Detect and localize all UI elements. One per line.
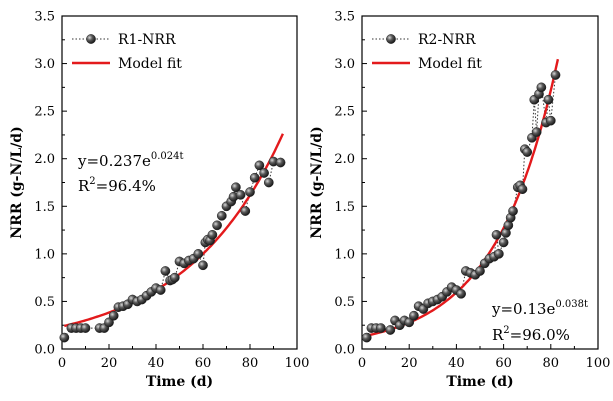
data-point xyxy=(491,229,502,240)
data-point xyxy=(231,182,241,193)
data-point xyxy=(498,237,509,248)
data-point xyxy=(212,220,222,231)
y-tick-label: 1.0 xyxy=(34,247,55,262)
data-point xyxy=(508,206,518,216)
data-point xyxy=(517,184,528,195)
data-point xyxy=(240,206,251,216)
data-point xyxy=(404,317,415,328)
data-point xyxy=(376,323,386,333)
r2-value: =96.0% xyxy=(510,326,570,344)
legend-label-points: R1-NRR xyxy=(118,32,176,48)
data-point xyxy=(494,249,504,259)
x-axis-label: Time (d) xyxy=(146,374,213,390)
equation-base: y=0.13e xyxy=(491,300,555,318)
data-point xyxy=(155,285,166,295)
x-tick-label: 100 xyxy=(285,356,310,371)
x-tick-label: 100 xyxy=(586,356,611,371)
data-point xyxy=(409,310,419,321)
data-point xyxy=(235,190,246,200)
x-tick-label: 0 xyxy=(58,356,66,371)
equation-annotation: y=0.237e0.024t xyxy=(77,151,184,170)
equation-exponent: 0.038t xyxy=(555,299,588,310)
y-tick-label: 1.5 xyxy=(334,200,355,215)
data-point xyxy=(249,172,260,183)
data-point xyxy=(536,82,547,93)
data-point xyxy=(545,115,556,126)
data-point xyxy=(254,160,265,171)
y-tick-label: 1.0 xyxy=(334,247,355,262)
r-squared-annotation: R2=96.0% xyxy=(492,325,570,344)
data-point xyxy=(522,147,533,157)
legend-label-fit: Model fit xyxy=(418,56,482,72)
equation-annotation: y=0.13e0.038t xyxy=(491,299,588,318)
x-tick-label: 80 xyxy=(242,356,259,371)
y-tick-label: 0.5 xyxy=(34,295,55,310)
x-tick-label: 40 xyxy=(448,356,465,371)
data-point xyxy=(550,70,561,80)
r2-superscript: 2 xyxy=(89,176,95,187)
data-point xyxy=(207,229,218,240)
data-point xyxy=(245,187,255,197)
data-point xyxy=(385,325,396,335)
data-point xyxy=(216,210,227,221)
data-point xyxy=(275,157,286,168)
x-tick-label: 20 xyxy=(101,356,118,371)
y-tick-label: 3.5 xyxy=(334,10,355,25)
r-squared-annotation: R2=96.4% xyxy=(78,176,156,195)
y-tick-label: 2.0 xyxy=(34,152,55,167)
data-point xyxy=(108,310,119,321)
data-point xyxy=(80,323,91,333)
chart-panel-1: 0 20 40 60 80 100 0.0 0.5 1.0 1.5 2.0 2.5 3.0 3.5 Time… xyxy=(9,10,309,391)
chart-panel-2: 0 20 40 60 80 100 0.0 0.5 1.0 1.5 2.0 2.5 3.0 3.5 Time… xyxy=(309,10,610,391)
y-axis-label: NRR (g-N/L/d) xyxy=(9,126,25,238)
data-point xyxy=(160,266,171,276)
x-axis-label: Time (d) xyxy=(446,374,513,390)
equation-base: y=0.237e xyxy=(77,152,151,170)
y-tick-label: 3.5 xyxy=(34,10,55,25)
data-point xyxy=(475,266,485,276)
y-tick-label: 1.5 xyxy=(34,200,55,215)
y-tick-label: 2.5 xyxy=(34,105,55,120)
legend-label-points: R2-NRR xyxy=(418,32,476,48)
y-tick-label: 2.5 xyxy=(334,105,355,120)
data-point xyxy=(59,332,70,343)
data-point xyxy=(104,317,114,328)
data-point xyxy=(193,249,204,259)
y-tick-label: 2.0 xyxy=(334,152,355,167)
data-point xyxy=(543,94,554,105)
data-point xyxy=(456,288,466,299)
x-tick-label: 40 xyxy=(148,356,165,371)
data-point xyxy=(531,127,542,137)
y-axis-label: NRR (g-N/L/d) xyxy=(309,126,325,238)
data-point xyxy=(361,332,372,343)
x-tick-label: 20 xyxy=(401,356,418,371)
y-tick-label: 0.0 xyxy=(334,343,355,358)
legend-marker-point xyxy=(386,34,396,44)
data-point xyxy=(169,272,180,283)
x-tick-label: 60 xyxy=(495,356,512,371)
r2-prefix: R xyxy=(78,177,90,195)
data-point xyxy=(263,177,274,188)
data-point xyxy=(259,168,269,178)
r2-value: =96.4% xyxy=(96,177,156,195)
y-tick-label: 3.0 xyxy=(334,57,355,72)
x-tick-label: 80 xyxy=(543,356,560,371)
y-tick-label: 0.0 xyxy=(34,343,55,358)
y-tick-label: 3.0 xyxy=(34,57,55,72)
x-tick-label: 60 xyxy=(195,356,212,371)
legend-label-fit: Model fit xyxy=(118,56,182,72)
y-tick-label: 0.5 xyxy=(334,295,355,310)
r2-superscript: 2 xyxy=(503,325,509,336)
equation-exponent: 0.024t xyxy=(151,151,184,162)
r2-prefix: R xyxy=(492,326,504,344)
x-tick-label: 0 xyxy=(358,356,366,371)
data-point xyxy=(198,260,208,271)
legend-marker-point xyxy=(86,34,96,44)
